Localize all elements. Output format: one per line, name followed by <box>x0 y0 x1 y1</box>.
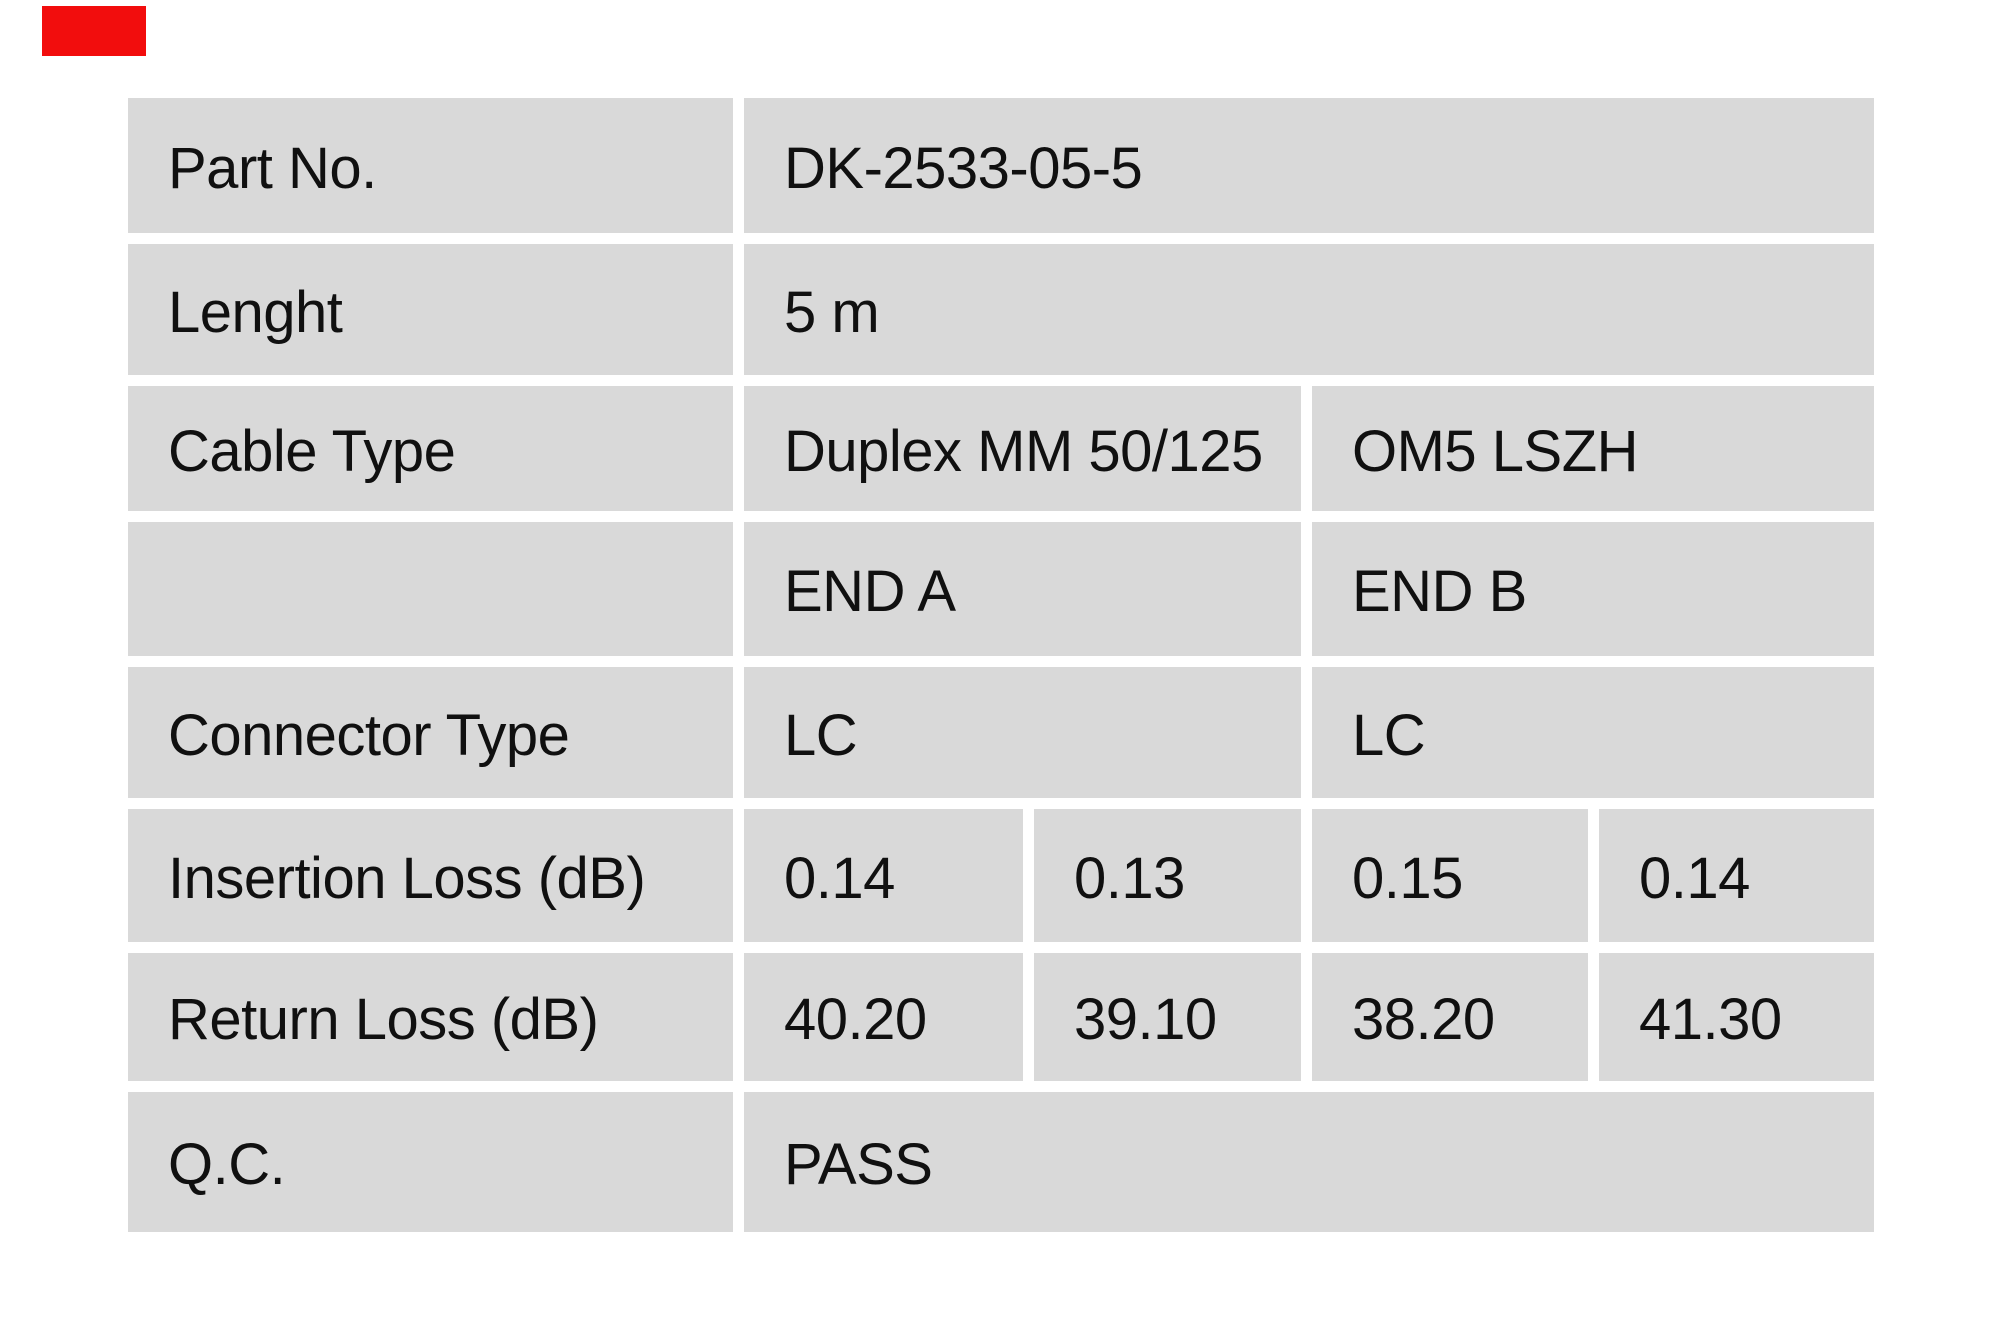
cell-label-part-no: Part No. <box>128 98 733 233</box>
cell-label-cable-type: Cable Type <box>128 386 733 511</box>
cell-value-qc: PASS <box>744 1092 1874 1232</box>
cell-value-cable-type-b: OM5 LSZH <box>1312 386 1874 511</box>
cell-label-connector-type: Connector Type <box>128 667 733 798</box>
spec-table: Part No. DK-2533-05-5 Lenght 5 m Cable T… <box>128 98 1874 1232</box>
cell-value-insertion-b2: 0.14 <box>1599 809 1874 942</box>
cell-label-empty <box>128 522 733 656</box>
cell-value-insertion-a2: 0.13 <box>1034 809 1301 942</box>
cell-label-insertion-loss: Insertion Loss (dB) <box>128 809 733 942</box>
cell-header-end-b: END B <box>1312 522 1874 656</box>
cell-value-cable-type-a: Duplex MM 50/125 <box>744 386 1301 511</box>
cell-value-insertion-a1: 0.14 <box>744 809 1023 942</box>
cell-value-length: 5 m <box>744 244 1874 375</box>
cell-value-connector-b: LC <box>1312 667 1874 798</box>
cell-value-return-b1: 38.20 <box>1312 953 1588 1081</box>
cell-value-part-no: DK-2533-05-5 <box>744 98 1874 233</box>
cell-value-return-b2: 41.30 <box>1599 953 1874 1081</box>
cell-header-end-a: END A <box>744 522 1301 656</box>
cell-label-length: Lenght <box>128 244 733 375</box>
cell-value-return-a2: 39.10 <box>1034 953 1301 1081</box>
cell-value-return-a1: 40.20 <box>744 953 1023 1081</box>
cell-label-return-loss: Return Loss (dB) <box>128 953 733 1081</box>
red-badge <box>42 6 146 56</box>
cell-value-insertion-b1: 0.15 <box>1312 809 1588 942</box>
cell-label-qc: Q.C. <box>128 1092 733 1232</box>
cell-value-connector-a: LC <box>744 667 1301 798</box>
